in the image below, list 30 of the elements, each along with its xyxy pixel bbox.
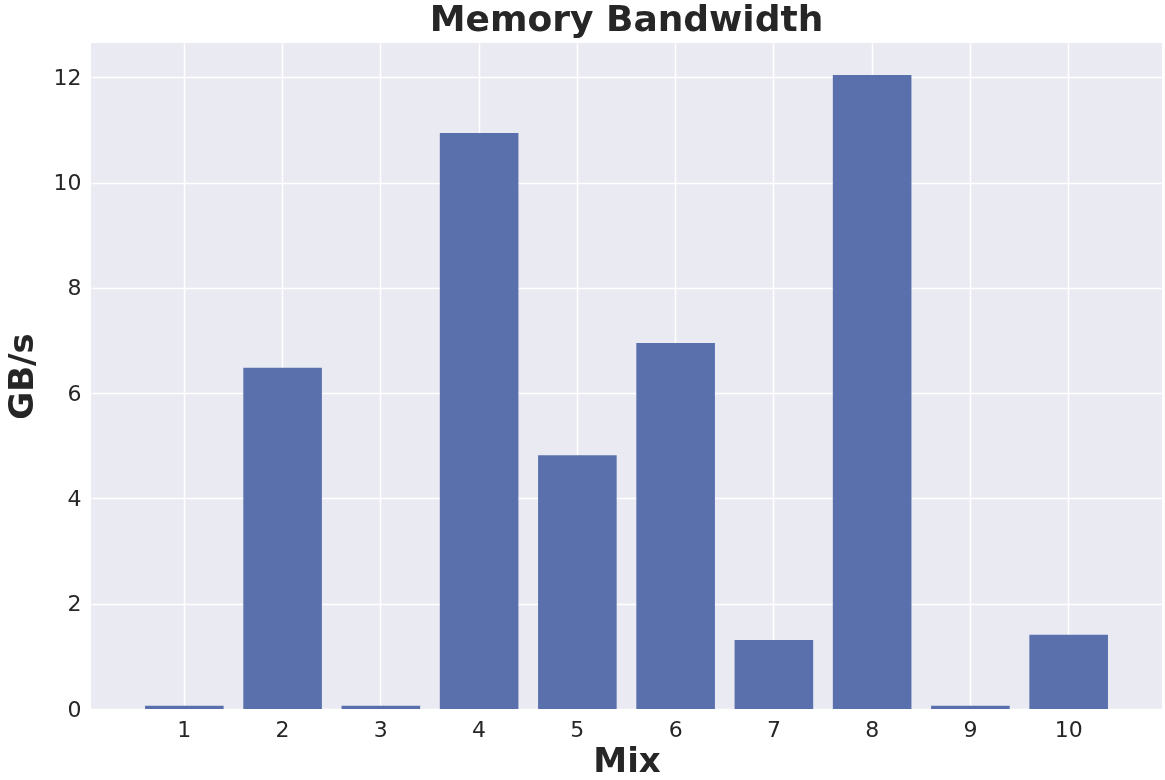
y-tick-label: 10 (53, 170, 82, 196)
bar (931, 705, 1010, 709)
x-tick-label: 8 (865, 716, 880, 742)
x-tick-label: 3 (373, 716, 388, 742)
y-tick-label: 0 (67, 696, 82, 722)
bar (734, 640, 814, 709)
bar (538, 455, 617, 709)
y-tick-label: 2 (67, 591, 82, 617)
x-tick-label: 2 (275, 716, 290, 742)
y-tick-label: 12 (53, 64, 82, 90)
x-tick-label: 5 (570, 716, 585, 742)
y-tick-label: 8 (67, 275, 82, 301)
bar (636, 343, 715, 709)
chart-title: Memory Bandwidth (429, 0, 824, 39)
bar (832, 75, 912, 709)
bar (1029, 634, 1108, 709)
x-tick-label: 6 (668, 716, 683, 742)
x-tick-label: 9 (963, 716, 978, 742)
y-axis-title: GB/s (0, 333, 41, 420)
bar (341, 705, 421, 709)
x-tick-label: 4 (472, 716, 487, 742)
x-tick-label: 1 (177, 716, 192, 742)
x-tick-label: 10 (1054, 716, 1083, 742)
y-tick-label: 4 (67, 485, 82, 511)
x-tick-label: 7 (766, 716, 781, 742)
y-tick-label: 6 (67, 380, 82, 406)
x-axis-title: Mix (593, 739, 661, 780)
bar (145, 705, 224, 709)
bar (243, 367, 322, 709)
bar (439, 133, 519, 709)
